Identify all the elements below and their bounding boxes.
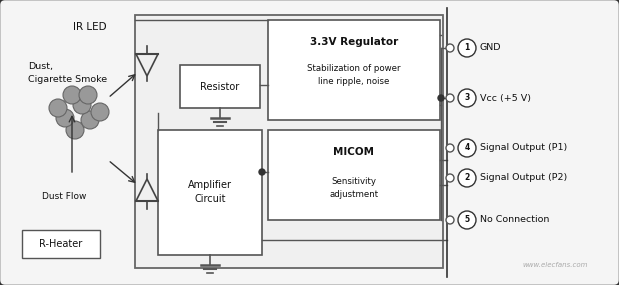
Bar [22, 230, 100, 258]
Bar [268, 20, 440, 120]
Text: www.elecfans.com: www.elecfans.com [522, 262, 588, 268]
Text: Signal Output (P1): Signal Output (P1) [480, 144, 567, 152]
Circle shape [458, 211, 476, 229]
Circle shape [63, 86, 81, 104]
Circle shape [56, 109, 74, 127]
Text: 1: 1 [464, 44, 470, 52]
Circle shape [446, 174, 454, 182]
Circle shape [458, 89, 476, 107]
Text: 2: 2 [464, 174, 470, 182]
Circle shape [458, 39, 476, 57]
Circle shape [81, 111, 99, 129]
Circle shape [446, 94, 454, 102]
Circle shape [446, 44, 454, 52]
Circle shape [66, 121, 84, 139]
Text: Vcc (+5 V): Vcc (+5 V) [480, 93, 531, 103]
Circle shape [259, 169, 265, 175]
Text: 3.3V Regulator: 3.3V Regulator [310, 37, 398, 47]
Text: Dust Flow: Dust Flow [42, 192, 87, 201]
Text: 4: 4 [464, 144, 470, 152]
Text: IR LED: IR LED [73, 22, 107, 32]
Text: 5: 5 [464, 215, 470, 225]
Text: R-Heater: R-Heater [40, 239, 82, 249]
Text: GND: GND [480, 44, 501, 52]
Text: Signal Output (P2): Signal Output (P2) [480, 174, 567, 182]
Text: Amplifier
Circuit: Amplifier Circuit [188, 180, 232, 205]
Bar [158, 130, 262, 255]
Circle shape [446, 216, 454, 224]
Circle shape [49, 99, 67, 117]
Text: No Connection: No Connection [480, 215, 550, 225]
Circle shape [438, 95, 444, 101]
Bar [268, 130, 440, 220]
Text: Resistor: Resistor [201, 82, 240, 91]
Circle shape [446, 144, 454, 152]
Bar [180, 65, 260, 108]
Bar [135, 15, 443, 268]
Circle shape [79, 86, 97, 104]
Circle shape [73, 96, 91, 114]
Text: Dust,
Cigarette Smoke: Dust, Cigarette Smoke [28, 62, 107, 84]
Text: MICOM: MICOM [334, 147, 374, 157]
Circle shape [458, 169, 476, 187]
Text: 3: 3 [464, 93, 470, 103]
Circle shape [91, 103, 109, 121]
Text: Stabilization of power
line ripple, noise: Stabilization of power line ripple, nois… [307, 64, 400, 86]
Text: Sensitivity
adjustment: Sensitivity adjustment [329, 177, 379, 199]
Circle shape [458, 139, 476, 157]
